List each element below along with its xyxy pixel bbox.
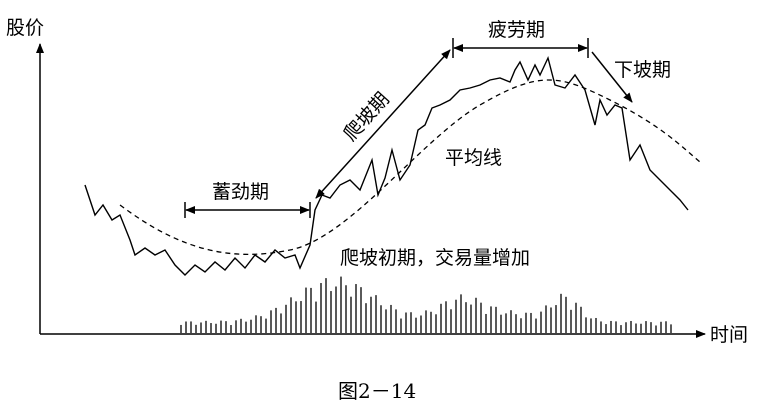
- arrow: [591, 51, 633, 103]
- arrow: [315, 123, 384, 199]
- moving-average-line: [119, 79, 701, 255]
- arrow: [382, 49, 451, 125]
- phase-label: 蓄劲期: [212, 181, 269, 203]
- x-axis-label: 时间: [710, 324, 748, 346]
- moving-average-label: 平均线: [445, 147, 502, 169]
- phase-label: 爬坡期: [339, 88, 394, 145]
- volume-bars: [180, 276, 672, 333]
- price-line: [84, 55, 689, 276]
- phase-label: 疲劳期: [488, 19, 545, 41]
- phase-label: 下坡期: [614, 59, 671, 81]
- y-axis-label: 股价: [6, 17, 44, 39]
- caption: 图2－14: [338, 379, 416, 403]
- annotation: 爬坡初期，交易量增加: [340, 247, 530, 269]
